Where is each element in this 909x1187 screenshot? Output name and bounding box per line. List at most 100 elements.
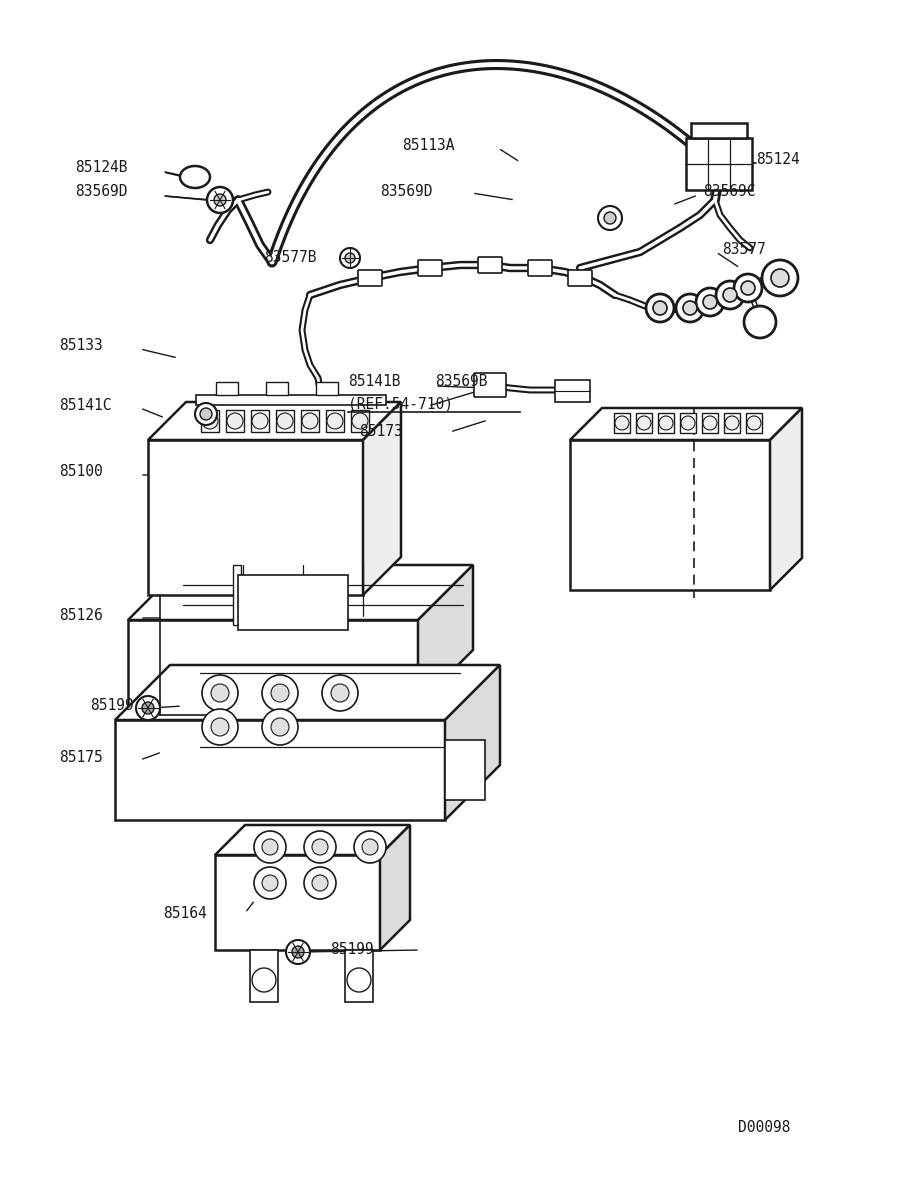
Circle shape	[762, 260, 798, 296]
Polygon shape	[570, 408, 802, 440]
Circle shape	[302, 413, 318, 429]
Circle shape	[703, 415, 717, 430]
Text: 85173: 85173	[359, 425, 403, 439]
Polygon shape	[658, 413, 674, 433]
Polygon shape	[316, 382, 338, 395]
Bar	[686, 138, 752, 190]
FancyBboxPatch shape	[568, 269, 592, 286]
Text: 83569D: 83569D	[380, 184, 433, 198]
Polygon shape	[380, 825, 410, 950]
Text: 83577: 83577	[722, 241, 765, 256]
Circle shape	[659, 415, 673, 430]
Circle shape	[681, 415, 695, 430]
Polygon shape	[148, 440, 363, 595]
Polygon shape	[115, 721, 445, 820]
Text: (REF.54-710): (REF.54-710)	[348, 396, 453, 412]
Circle shape	[312, 839, 328, 855]
Circle shape	[716, 281, 744, 309]
Circle shape	[747, 415, 761, 430]
Circle shape	[202, 675, 238, 711]
Polygon shape	[351, 410, 369, 432]
Circle shape	[615, 415, 629, 430]
Polygon shape	[570, 440, 770, 590]
Circle shape	[254, 867, 286, 899]
Text: 83569B: 83569B	[435, 375, 487, 389]
Polygon shape	[201, 410, 219, 432]
Circle shape	[195, 404, 217, 425]
Text: 85113A: 85113A	[402, 138, 454, 152]
Circle shape	[683, 301, 697, 315]
Circle shape	[646, 294, 674, 322]
Circle shape	[723, 288, 737, 301]
Circle shape	[202, 709, 238, 745]
Circle shape	[696, 288, 724, 316]
Circle shape	[304, 867, 336, 899]
Circle shape	[362, 839, 378, 855]
Circle shape	[136, 696, 160, 721]
Polygon shape	[445, 665, 500, 820]
Text: 85133: 85133	[59, 338, 103, 354]
Circle shape	[262, 675, 298, 711]
Circle shape	[227, 413, 243, 429]
Circle shape	[211, 718, 229, 736]
FancyBboxPatch shape	[358, 269, 382, 286]
Circle shape	[352, 413, 368, 429]
Polygon shape	[445, 740, 485, 800]
Polygon shape	[301, 410, 319, 432]
Text: 85164: 85164	[163, 906, 206, 920]
Circle shape	[340, 248, 360, 268]
Circle shape	[676, 294, 704, 322]
Circle shape	[331, 684, 349, 702]
Circle shape	[653, 301, 667, 315]
Polygon shape	[196, 395, 386, 405]
FancyBboxPatch shape	[528, 260, 552, 277]
Polygon shape	[770, 408, 802, 590]
Polygon shape	[115, 665, 500, 721]
Circle shape	[741, 281, 755, 296]
Circle shape	[322, 675, 358, 711]
FancyBboxPatch shape	[418, 260, 442, 277]
Text: 83577B: 83577B	[264, 250, 316, 266]
Polygon shape	[215, 855, 380, 950]
Polygon shape	[128, 620, 418, 705]
FancyBboxPatch shape	[474, 373, 506, 396]
Text: 83569C: 83569C	[703, 184, 755, 198]
Text: 85141C: 85141C	[59, 398, 112, 413]
Circle shape	[252, 413, 268, 429]
Polygon shape	[238, 575, 348, 630]
Bar	[555, 380, 590, 402]
Polygon shape	[251, 410, 269, 432]
Circle shape	[637, 415, 651, 430]
Polygon shape	[276, 410, 294, 432]
Text: 85100: 85100	[59, 464, 103, 480]
Polygon shape	[724, 413, 740, 433]
Circle shape	[725, 415, 739, 430]
Text: 85175: 85175	[59, 750, 103, 766]
Circle shape	[277, 413, 293, 429]
FancyBboxPatch shape	[478, 258, 502, 273]
Circle shape	[200, 408, 212, 420]
Circle shape	[262, 839, 278, 855]
Circle shape	[254, 831, 286, 863]
Circle shape	[271, 684, 289, 702]
Circle shape	[744, 306, 776, 338]
Text: 85126: 85126	[59, 609, 103, 623]
Text: 85124: 85124	[756, 152, 800, 167]
Polygon shape	[345, 950, 373, 1002]
Circle shape	[252, 969, 276, 992]
Text: 85199: 85199	[330, 942, 374, 958]
Circle shape	[347, 969, 371, 992]
Polygon shape	[363, 402, 401, 595]
Circle shape	[345, 253, 355, 264]
Polygon shape	[128, 565, 473, 620]
Ellipse shape	[180, 166, 210, 188]
Circle shape	[214, 193, 226, 207]
Polygon shape	[326, 410, 344, 432]
Polygon shape	[680, 413, 696, 433]
Polygon shape	[215, 825, 410, 855]
Circle shape	[202, 413, 218, 429]
Polygon shape	[216, 382, 238, 395]
Circle shape	[312, 875, 328, 891]
Text: 85141B: 85141B	[348, 375, 401, 389]
Circle shape	[771, 269, 789, 287]
